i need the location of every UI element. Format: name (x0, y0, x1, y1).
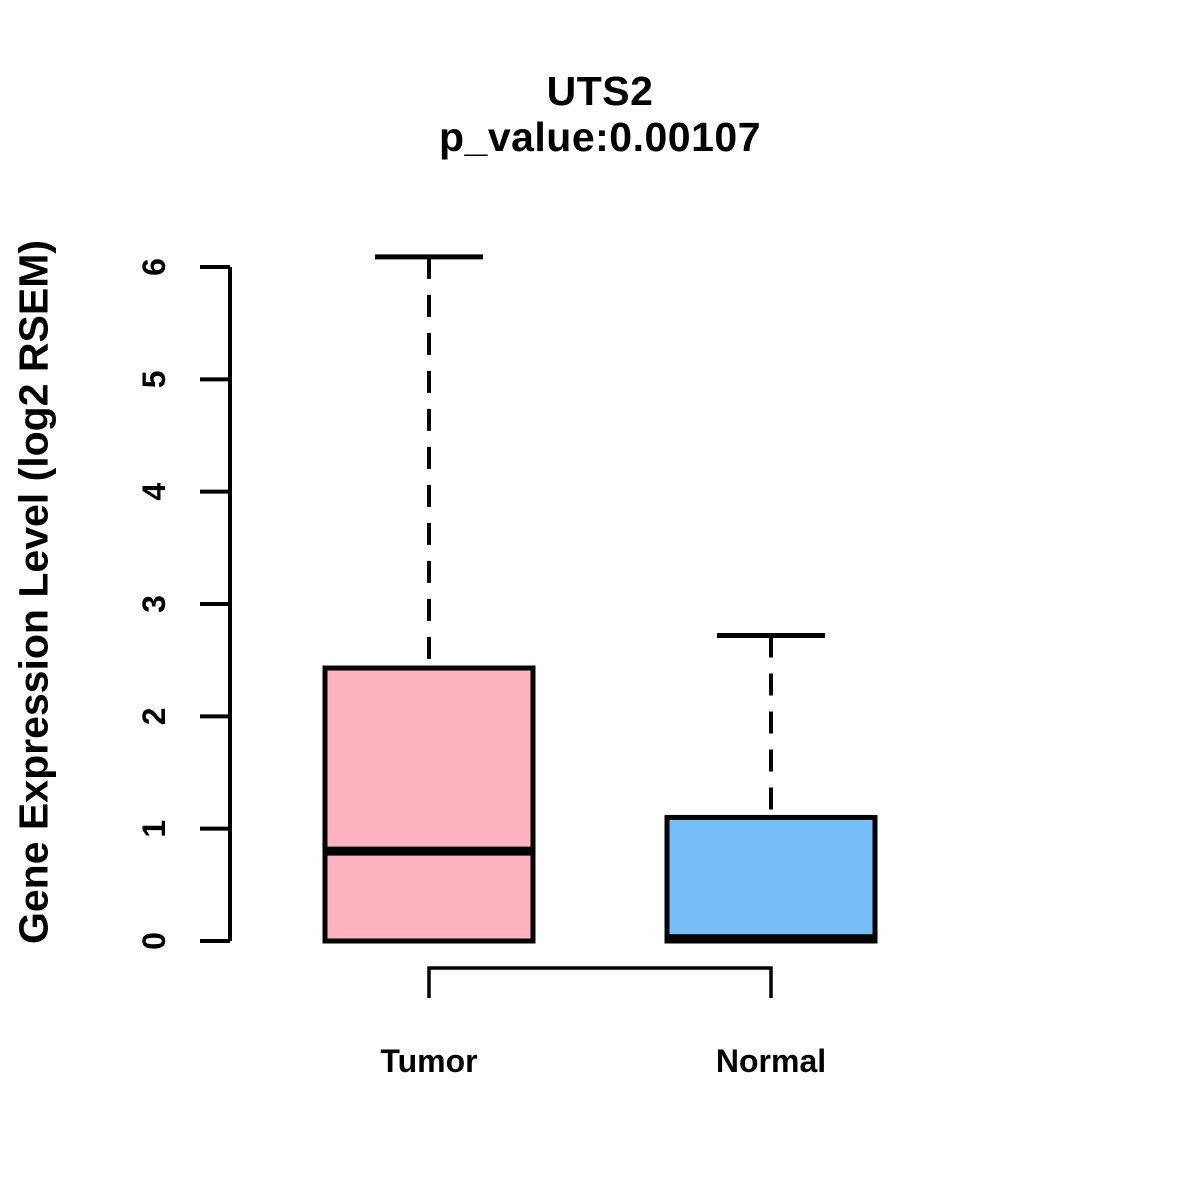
chart-title: UTS2 p_value:0.00107 (0, 68, 1200, 160)
y-tick-label: 2 (136, 707, 172, 725)
comparison-bracket (427, 966, 773, 998)
y-axis-label: Gene Expression Level (log2 RSEM) (10, 239, 57, 945)
x-label-normal: Normal (716, 1043, 826, 1079)
y-tick-label: 5 (136, 370, 172, 388)
normal-box (664, 814, 878, 944)
y-tick-label: 1 (136, 820, 172, 838)
y-tick-label: 3 (136, 595, 172, 613)
p-value-subtitle: p_value:0.00107 (438, 114, 762, 160)
x-label-tumor: Tumor (380, 1043, 477, 1079)
gene-name-title: UTS2 (546, 68, 654, 114)
tumor-box (322, 665, 536, 944)
y-tick-label: 0 (136, 932, 172, 950)
y-tick-label: 4 (136, 483, 172, 501)
y-tick-label: 6 (136, 258, 172, 276)
